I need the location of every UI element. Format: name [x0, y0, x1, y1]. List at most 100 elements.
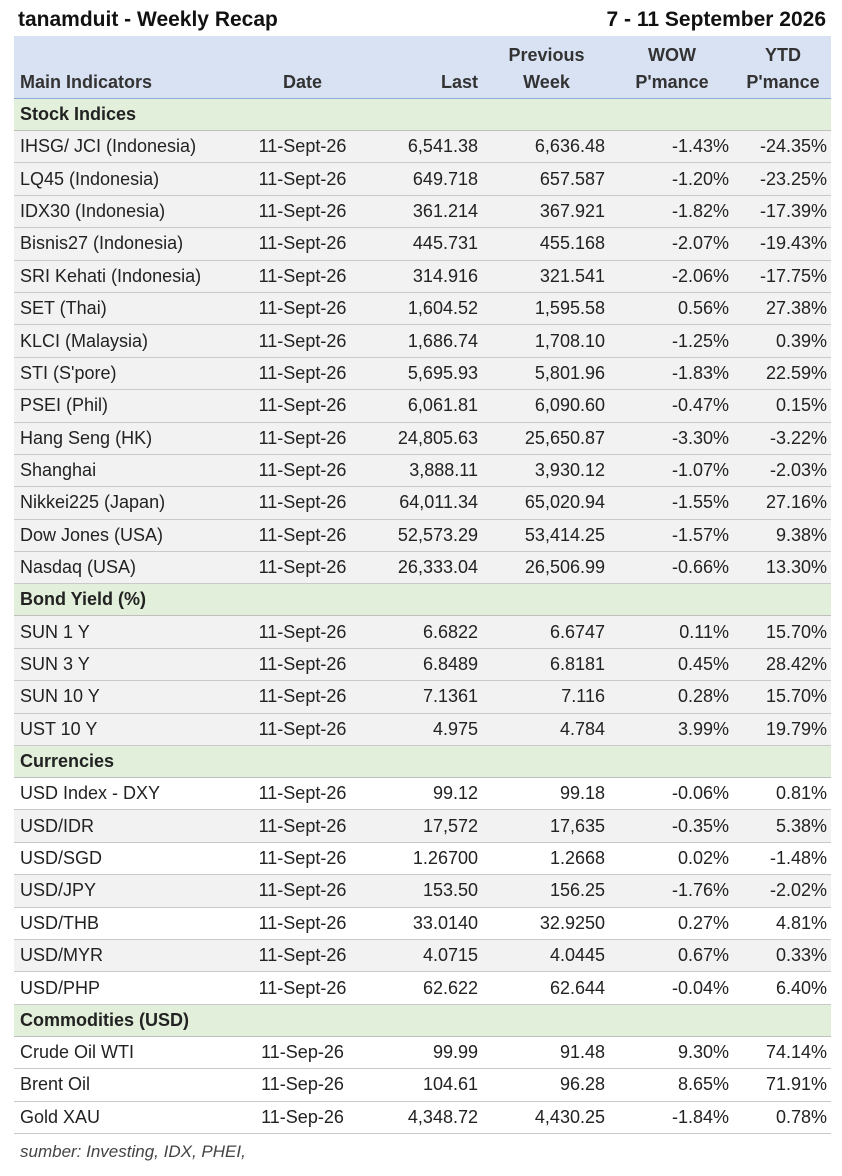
col-wow-top: WOW	[609, 36, 733, 66]
table-row: USD Index - DXY 11-Sept-26 99.12 99.18 -0.06…	[14, 777, 831, 811]
last-value: 104.61	[362, 1068, 482, 1102]
table-row: SRI Kehati (Indonesia) 11-Sept-26 314.916 3…	[14, 260, 831, 293]
date-cell: 11-Sept-26	[241, 907, 362, 940]
table-row: IHSG/ JCI (Indonesia) 11-Sept-26 6,541.38 6…	[14, 130, 831, 164]
indicator-name: USD Index - DXY	[14, 777, 241, 811]
wow-performance: 0.56%	[609, 292, 733, 326]
table-header: Previous WOW YTD Main Indicators Date La…	[14, 36, 831, 99]
table-row: SET (Thai) 11-Sept-26 1,604.52 1,595.58 0.56…	[14, 292, 831, 326]
section-title: Bond Yield (%)	[14, 583, 831, 617]
ytd-performance: -2.02%	[733, 874, 831, 908]
previous-week-value: 7.116	[482, 680, 609, 714]
wow-performance: -1.25%	[609, 324, 733, 358]
indicator-name: USD/MYR	[14, 939, 241, 973]
report-title: tanamduit - Weekly Recap	[18, 8, 278, 31]
ytd-performance: -3.22%	[733, 422, 831, 455]
table-row: USD/IDR 11-Sept-26 17,572 17,635 -0.35% 5.38%	[14, 809, 831, 843]
ytd-performance: -17.75%	[733, 260, 831, 293]
col-date: Date	[241, 66, 362, 99]
ytd-performance: -1.48%	[733, 842, 831, 876]
previous-week-value: 25,650.87	[482, 422, 609, 455]
indicator-name: Nasdaq (USA)	[14, 551, 241, 585]
ytd-performance: 5.38%	[733, 809, 831, 843]
indicator-name: Hang Seng (HK)	[14, 422, 241, 455]
section-title: Commodities (USD)	[14, 1004, 831, 1037]
table-row: KLCI (Malaysia) 11-Sept-26 1,686.74 1,708.1…	[14, 324, 831, 358]
indicator-name: SUN 10 Y	[14, 680, 241, 714]
wow-performance: -1.84%	[609, 1101, 733, 1134]
previous-week-value: 6,636.48	[482, 130, 609, 164]
last-value: 52,573.29	[362, 519, 482, 553]
previous-week-value: 367.921	[482, 195, 609, 229]
ytd-performance: 19.79%	[733, 713, 831, 747]
date-cell: 11-Sept-26	[241, 195, 362, 229]
last-value: 7.1361	[362, 680, 482, 714]
previous-week-value: 455.168	[482, 227, 609, 261]
last-value: 153.50	[362, 874, 482, 908]
date-cell: 11-Sept-26	[241, 260, 362, 293]
ytd-performance: 28.42%	[733, 648, 831, 682]
table-row: USD/THB 11-Sept-26 33.0140 32.9250 0.27% 4.81…	[14, 907, 831, 940]
date-cell: 11-Sept-26	[241, 422, 362, 455]
wow-performance: -2.06%	[609, 260, 733, 293]
date-cell: 11-Sept-26	[241, 615, 362, 649]
previous-week-value: 321.541	[482, 260, 609, 293]
last-value: 1.26700	[362, 842, 482, 876]
date-cell: 11-Sept-26	[241, 713, 362, 747]
previous-week-value: 99.18	[482, 777, 609, 811]
ytd-performance: 22.59%	[733, 357, 831, 391]
date-cell: 11-Sept-26	[241, 357, 362, 391]
wow-performance: -1.07%	[609, 454, 733, 488]
indicator-name: SET (Thai)	[14, 292, 241, 326]
last-value: 6,541.38	[362, 130, 482, 164]
indicator-name: IDX30 (Indonesia)	[14, 195, 241, 229]
ytd-performance: -2.03%	[733, 454, 831, 488]
previous-week-value: 91.48	[482, 1036, 609, 1070]
col-ytd-top: YTD	[733, 36, 831, 66]
last-value: 26,333.04	[362, 551, 482, 585]
wow-performance: -1.43%	[609, 130, 733, 164]
col-ytd-bottom: P'mance	[733, 66, 831, 99]
table-row: USD/MYR 11-Sept-26 4.0715 4.0445 0.67% 0.33%	[14, 939, 831, 973]
previous-week-value: 4,430.25	[482, 1101, 609, 1134]
wow-performance: 9.30%	[609, 1036, 733, 1070]
table-body: Stock Indices IHSG/ JCI (Indonesia) 11-Sep…	[14, 98, 831, 1134]
table-row: Shanghai 11-Sept-26 3,888.11 3,930.12 -1.07%…	[14, 454, 831, 488]
ytd-performance: 0.15%	[733, 389, 831, 423]
previous-week-value: 3,930.12	[482, 454, 609, 488]
last-value: 649.718	[362, 162, 482, 196]
ytd-performance: 0.33%	[733, 939, 831, 973]
table-row: IDX30 (Indonesia) 11-Sept-26 361.214 367.92…	[14, 195, 831, 229]
indicator-name: PSEI (Phil)	[14, 389, 241, 423]
ytd-performance: 6.40%	[733, 971, 831, 1005]
indicator-name: KLCI (Malaysia)	[14, 324, 241, 358]
date-cell: 11-Sep-26	[241, 1101, 362, 1134]
wow-performance: -1.57%	[609, 519, 733, 553]
previous-week-value: 4.0445	[482, 939, 609, 973]
table-row: Nikkei225 (Japan) 11-Sept-26 64,011.34 65,0…	[14, 486, 831, 520]
previous-week-value: 65,020.94	[482, 486, 609, 520]
indicator-name: USD/PHP	[14, 971, 241, 1005]
table-row: SUN 3 Y 11-Sept-26 6.8489 6.8181 0.45% 28.42%	[14, 648, 831, 682]
date-cell: 11-Sept-26	[241, 874, 362, 908]
indicator-name: USD/SGD	[14, 842, 241, 876]
ytd-performance: 0.39%	[733, 324, 831, 358]
indicator-name: Dow Jones (USA)	[14, 519, 241, 553]
table-row: Gold XAU 11-Sep-26 4,348.72 4,430.25 -1.84% 0…	[14, 1101, 831, 1134]
source-footnote: sumber: Investing, IDX, PHEI,	[20, 1142, 246, 1161]
date-cell: 11-Sept-26	[241, 680, 362, 714]
wow-performance: -1.55%	[609, 486, 733, 520]
indicator-name: STI (S'pore)	[14, 357, 241, 391]
last-value: 4,348.72	[362, 1101, 482, 1134]
last-value: 1,604.52	[362, 292, 482, 326]
previous-week-value: 96.28	[482, 1068, 609, 1102]
table-row: USD/JPY 11-Sept-26 153.50 156.25 -1.76% -2.02…	[14, 874, 831, 908]
table-row: USD/SGD 11-Sept-26 1.26700 1.2668 0.02% -1.48…	[14, 842, 831, 876]
table-row: Crude Oil WTI 11-Sep-26 99.99 91.48 9.30% 74.…	[14, 1036, 831, 1070]
date-cell: 11-Sept-26	[241, 939, 362, 973]
last-value: 1,686.74	[362, 324, 482, 358]
indicator-name: IHSG/ JCI (Indonesia)	[14, 130, 241, 164]
title-bar: tanamduit - Weekly Recap 7 - 11 Septembe…	[18, 6, 826, 34]
table-row: Nasdaq (USA) 11-Sept-26 26,333.04 26,506.99…	[14, 551, 831, 585]
indicator-name: Crude Oil WTI	[14, 1036, 241, 1070]
